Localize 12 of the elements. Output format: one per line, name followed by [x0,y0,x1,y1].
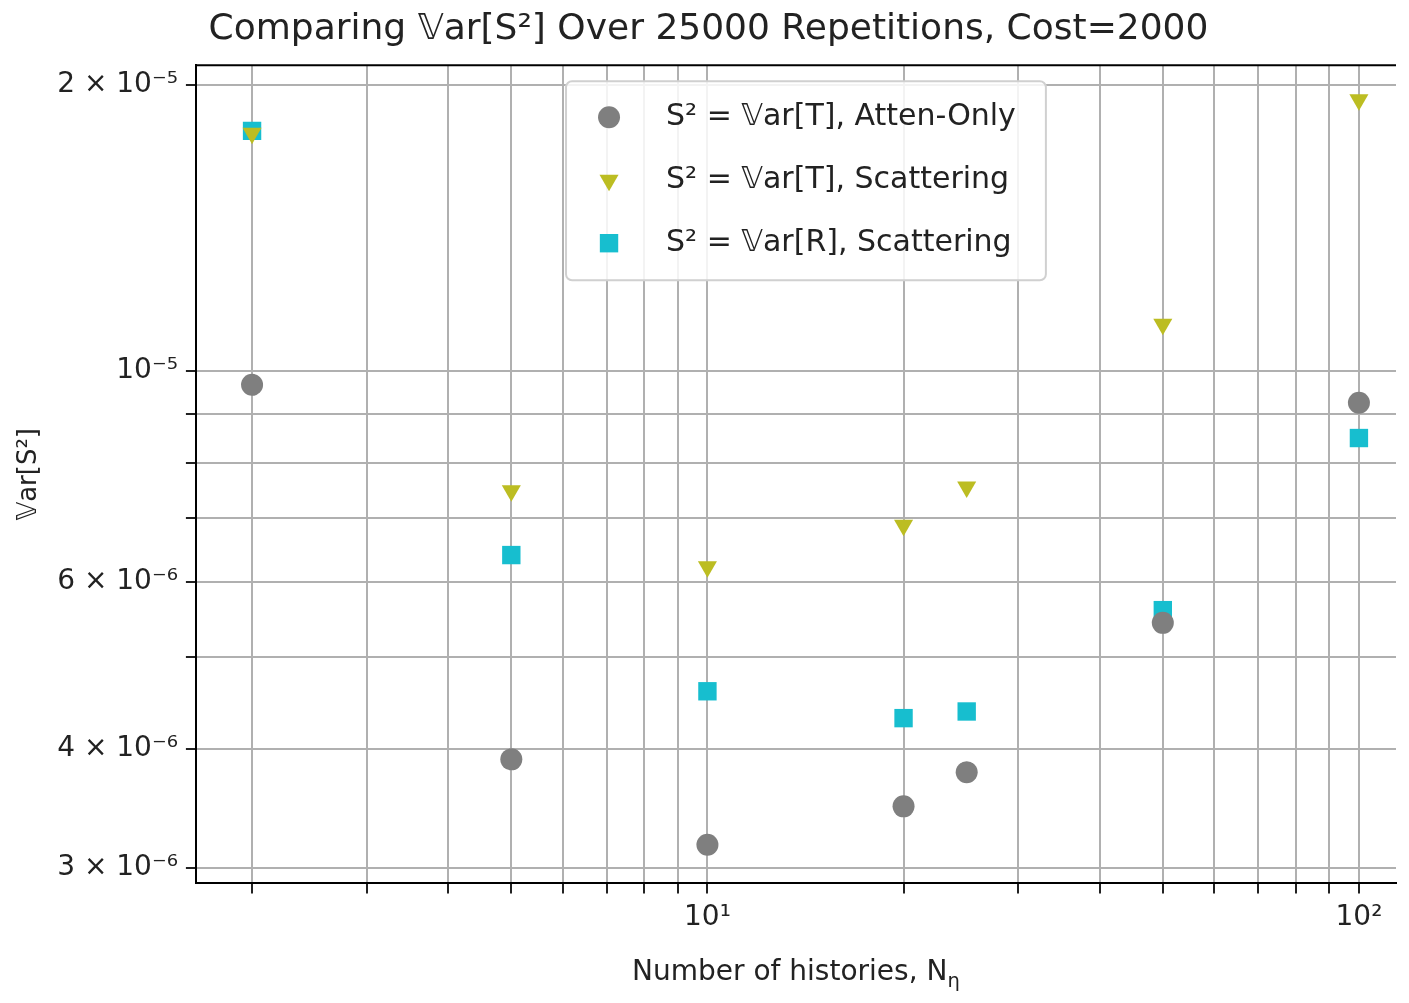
y-tick-label: 6 × 10⁻⁶ [57,562,178,596]
y-tick-label: 2 × 10⁻⁵ [57,66,178,100]
legend-label: S² = 𝕍ar[R], Scattering [666,223,1012,258]
legend-label: S² = 𝕍ar[T], Atten-Only [666,97,1016,132]
x-tick-label: 10¹ [684,899,731,933]
y-tick-label: 4 × 10⁻⁶ [57,730,178,764]
legend-label: S² = 𝕍ar[T], Scattering [666,160,1010,195]
chart-title: Comparing 𝕍ar[S²] Over 25000 Repetitions, Cost=2000 [208,5,1209,47]
y-tick-label: 3 × 10⁻⁶ [57,848,178,882]
y-axis-title: 𝕍ar[S²] [12,427,43,521]
x-tick-label: 10² [1335,899,1383,933]
y-tick-label: 10⁻⁵ [116,352,178,386]
